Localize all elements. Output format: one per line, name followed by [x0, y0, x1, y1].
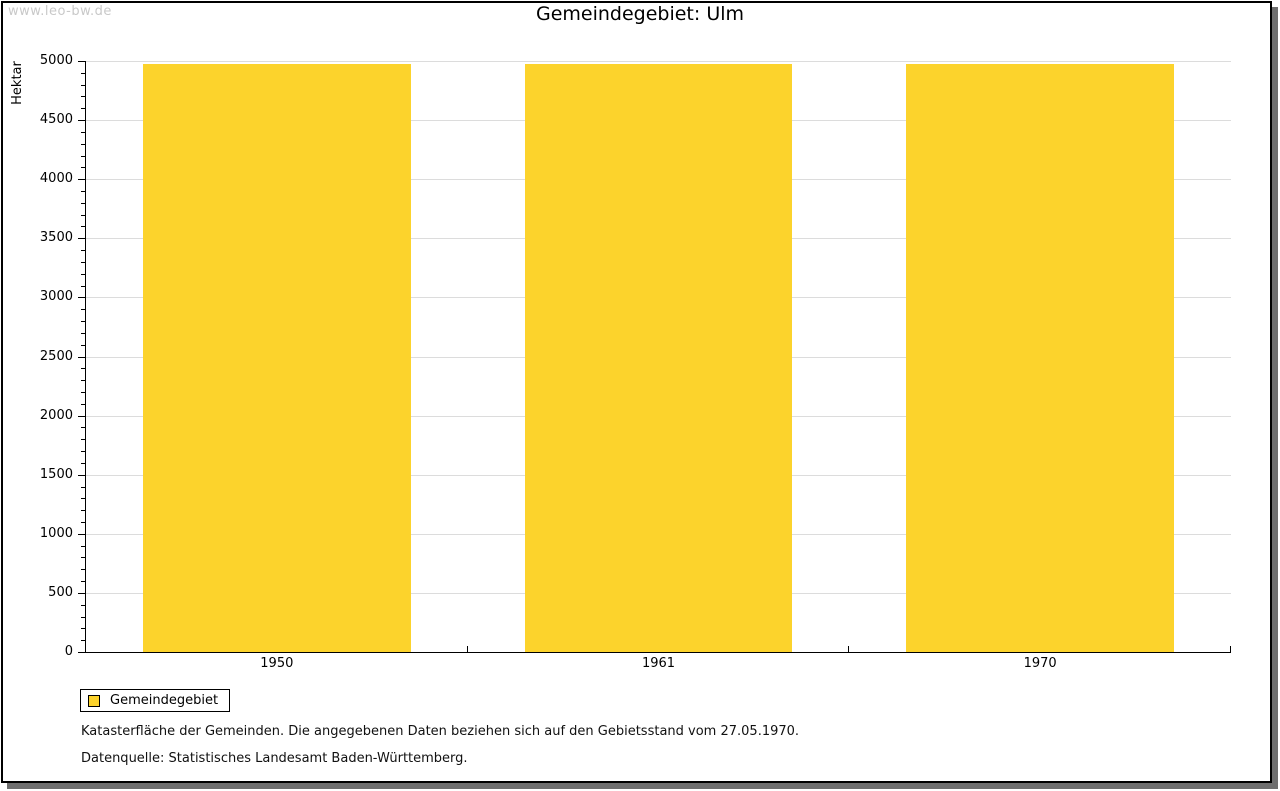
- x-axis-label-1950: 1950: [260, 656, 294, 671]
- y-axis-tick-4700: [81, 96, 85, 98]
- footnote-source-note: Katasterfläche der Gemeinden. Die angege…: [81, 724, 800, 739]
- y-axis-label-4500: 4500: [39, 112, 73, 128]
- y-axis-label-1500: 1500: [39, 466, 73, 482]
- x-axis-boundary-tick-2: [848, 646, 850, 652]
- y-axis-label-5000: 5000: [39, 53, 73, 68]
- y-axis-tick-1100: [81, 521, 85, 523]
- y-axis-tick-3800: [81, 202, 85, 204]
- y-axis-title: Hektar: [10, 61, 25, 105]
- y-axis-tick-1200: [81, 510, 85, 512]
- y-axis-tick-2900: [81, 309, 85, 311]
- y-axis-tick-3900: [81, 191, 85, 193]
- y-axis-tick-3200: [81, 273, 85, 275]
- y-axis-tick-400: [81, 604, 85, 606]
- y-axis-label-0: 0: [64, 644, 73, 659]
- y-axis-tick-4800: [81, 84, 85, 86]
- y-axis-tick-1700: [81, 451, 85, 453]
- y-axis-tick-2700: [81, 332, 85, 334]
- y-axis-tick-1300: [81, 498, 85, 500]
- y-axis-tick-2400: [81, 368, 85, 370]
- y-axis-tick-3000: [78, 297, 85, 299]
- y-axis-tick-1400: [81, 486, 85, 488]
- bar-1961: [524, 63, 793, 652]
- legend-label: Gemeindegebiet: [110, 693, 219, 708]
- y-axis-label-2000: 2000: [39, 407, 73, 423]
- legend-box: Gemeindegebiet: [80, 689, 231, 712]
- y-axis-tick-2100: [81, 403, 85, 405]
- y-axis-tick-4400: [81, 131, 85, 133]
- y-axis-tick-200: [81, 628, 85, 630]
- y-axis-tick-4300: [81, 143, 85, 145]
- y-axis-tick-2800: [81, 321, 85, 323]
- y-axis-tick-3500: [78, 238, 85, 240]
- watermark: www.leo-bw.de: [8, 4, 112, 19]
- y-axis-tick-4500: [78, 120, 85, 122]
- y-axis-tick-3400: [81, 250, 85, 252]
- legend-swatch-gemeindegebiet: [88, 694, 100, 707]
- y-axis-tick-300: [81, 616, 85, 618]
- y-axis-tick-2200: [81, 391, 85, 393]
- y-axis-tick-4200: [81, 155, 85, 157]
- y-axis-tick-1500: [78, 474, 85, 476]
- y-axis-label-1000: 1000: [39, 525, 73, 541]
- y-axis-tick-2500: [78, 356, 85, 358]
- plot-area: 0 500 1000 1500 2000 2500 3000 3500 4000 4500 5000…: [40, 53, 1231, 671]
- x-axis-label-1970: 1970: [1023, 656, 1057, 671]
- y-axis-tick-1800: [81, 439, 85, 441]
- x-axis-boundary-tick-1: [466, 646, 468, 652]
- y-axis-tick-4000: [78, 179, 85, 181]
- y-axis-tick-500: [78, 592, 85, 594]
- chart-title: Gemeindegebiet: Ulm: [535, 3, 745, 25]
- y-axis-tick-3300: [81, 261, 85, 263]
- footnote-data-source: Datenquelle: Statistisches Landesamt Bad…: [81, 751, 468, 766]
- y-axis-tick-2000: [78, 415, 85, 417]
- y-axis-tick-1600: [81, 462, 85, 464]
- y-axis-tick-5000: [78, 61, 85, 62]
- y-axis-tick-100: [81, 640, 85, 642]
- gridline-5000: [86, 61, 1231, 62]
- y-axis-tick-3100: [81, 285, 85, 287]
- y-axis-label-3500: 3500: [39, 230, 73, 246]
- y-axis-tick-900: [81, 545, 85, 547]
- y-axis-label-3000: 3000: [39, 289, 73, 305]
- x-axis-boundary-tick-3: [1230, 646, 1231, 652]
- y-axis-tick-700: [81, 569, 85, 571]
- x-axis-label-1961: 1961: [641, 656, 676, 671]
- bar-1970: [906, 63, 1175, 652]
- y-axis-label-500: 500: [48, 584, 73, 600]
- bar-1950: [142, 63, 411, 652]
- y-axis-label-2500: 2500: [39, 348, 73, 364]
- y-axis-tick-800: [81, 557, 85, 559]
- y-axis-tick-4900: [81, 72, 85, 74]
- y-axis-tick-1900: [81, 427, 85, 429]
- y-axis-label-4000: 4000: [39, 171, 73, 187]
- y-axis-tick-600: [81, 581, 85, 583]
- y-axis-tick-4600: [81, 108, 85, 110]
- y-axis-tick-3600: [81, 226, 85, 228]
- y-axis-tick-2300: [81, 380, 85, 382]
- y-axis-tick-1000: [78, 533, 85, 535]
- y-axis-tick-4100: [81, 167, 85, 169]
- y-axis-tick-0: [78, 652, 85, 653]
- y-axis-tick-2600: [81, 344, 85, 346]
- y-axis-tick-3700: [81, 214, 85, 216]
